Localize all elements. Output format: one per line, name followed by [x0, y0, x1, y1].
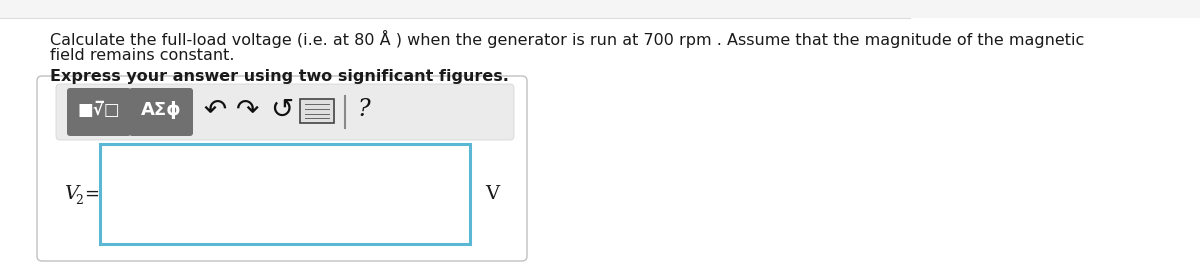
- FancyBboxPatch shape: [300, 99, 334, 123]
- Text: ↺: ↺: [270, 96, 294, 124]
- Text: ↶: ↶: [203, 96, 227, 124]
- FancyBboxPatch shape: [67, 88, 131, 136]
- FancyBboxPatch shape: [130, 88, 193, 136]
- Text: Calculate the full-load voltage (i.e. at 80 Å ) when the generator is run at 700: Calculate the full-load voltage (i.e. at…: [50, 30, 1085, 48]
- Text: AΣϕ: AΣϕ: [140, 101, 181, 119]
- Text: ■√̅□: ■√̅□: [78, 101, 120, 119]
- FancyBboxPatch shape: [0, 0, 1200, 18]
- FancyBboxPatch shape: [0, 18, 1200, 266]
- Text: field remains constant.: field remains constant.: [50, 48, 234, 63]
- Text: V: V: [485, 185, 499, 203]
- FancyBboxPatch shape: [37, 76, 527, 261]
- Text: 2: 2: [74, 193, 83, 206]
- FancyBboxPatch shape: [56, 84, 514, 140]
- Text: Express your answer using two significant figures.: Express your answer using two significan…: [50, 69, 509, 84]
- Text: ?: ?: [358, 98, 371, 122]
- Text: V: V: [64, 185, 78, 203]
- Text: ↷: ↷: [236, 96, 259, 124]
- Text: =: =: [84, 185, 98, 203]
- FancyBboxPatch shape: [100, 144, 470, 244]
